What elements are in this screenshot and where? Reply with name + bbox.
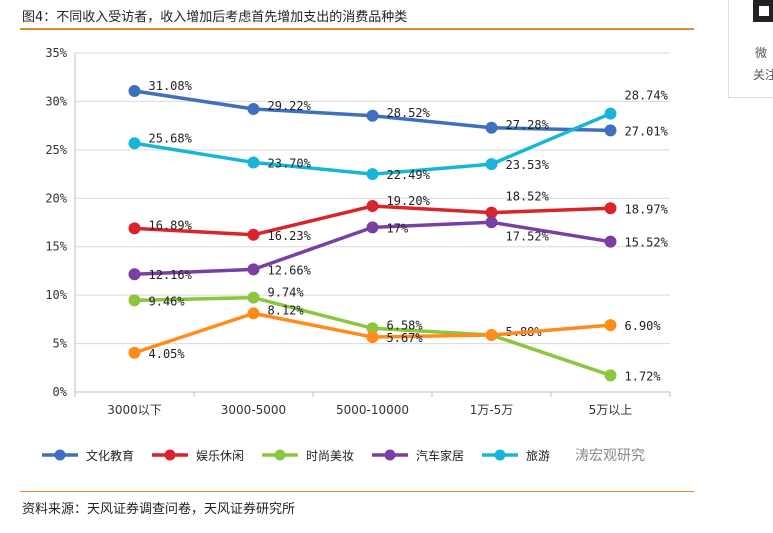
x-tick-label: 5万以上	[589, 403, 633, 417]
x-tick-label: 5000-10000	[336, 403, 409, 417]
data-label: 18.97%	[625, 202, 669, 216]
data-label: 28.52%	[387, 106, 431, 120]
x-tick-label: 3000-5000	[221, 403, 286, 417]
data-label: 12.16%	[149, 268, 193, 282]
data-label: 17.52%	[506, 229, 550, 243]
legend-label: 时尚美妆	[306, 449, 354, 463]
legend-label: 娱乐休闲	[196, 449, 244, 463]
data-point	[247, 307, 260, 320]
data-point	[604, 235, 617, 248]
data-label: 17%	[387, 221, 409, 235]
data-point	[604, 107, 617, 120]
data-label: 1.72%	[625, 369, 662, 383]
y-tick-label: 15%	[45, 240, 67, 254]
data-point	[366, 109, 379, 122]
data-label: 16.89%	[149, 218, 193, 232]
figure-title: 图4：不同收入受访者，收入增加后考虑首先增加支出的消费品种类	[22, 10, 408, 25]
data-label: 18.52%	[506, 190, 550, 204]
data-label: 22.49%	[387, 168, 431, 182]
data-label: 15.52%	[625, 236, 669, 250]
y-tick-label: 0%	[53, 385, 68, 399]
data-point	[128, 84, 141, 97]
data-point	[485, 216, 498, 229]
data-label: 5.67%	[387, 331, 424, 345]
top-rule	[20, 28, 694, 30]
data-point	[366, 221, 379, 234]
data-label: 4.05%	[149, 347, 186, 361]
data-point	[247, 156, 260, 169]
data-point	[128, 222, 141, 235]
data-point	[247, 263, 260, 276]
data-point	[604, 319, 617, 332]
legend-label: 文化教育	[86, 448, 134, 463]
data-label: 29.22%	[268, 99, 312, 113]
y-tick-label: 5%	[53, 337, 68, 351]
data-point	[128, 294, 141, 307]
legend-label: 汽车家居	[416, 448, 464, 463]
y-tick-label: 10%	[45, 288, 67, 302]
data-label: 9.74%	[268, 286, 305, 300]
data-label: 6.58%	[387, 318, 424, 332]
data-label: 31.08%	[149, 79, 193, 93]
y-tick-label: 35%	[45, 46, 67, 60]
data-label: 19.20%	[387, 194, 431, 208]
x-tick-label: 1万-5万	[470, 403, 514, 417]
data-label: 16.23%	[268, 229, 312, 243]
data-point	[366, 200, 379, 213]
legend-label: 旅游	[526, 449, 550, 463]
data-point	[604, 124, 617, 137]
data-label: 27.01%	[625, 124, 669, 138]
data-point	[485, 121, 498, 134]
x-tick-label: 3000以下	[107, 403, 162, 417]
data-point	[247, 291, 260, 304]
data-label: 23.53%	[506, 158, 550, 172]
data-point	[366, 168, 379, 181]
data-label: 28.74%	[625, 89, 669, 103]
legend-swatch-marker	[274, 449, 286, 461]
data-label: 23.70%	[268, 156, 312, 170]
data-point	[604, 202, 617, 215]
data-label: 27.28%	[506, 118, 550, 132]
qr-code-icon[interactable]	[753, 0, 773, 22]
data-label: 25.68%	[149, 131, 193, 145]
legend-swatch-marker	[494, 449, 506, 461]
data-point	[247, 228, 260, 241]
follow-text-2: 关注	[753, 68, 773, 82]
bottom-rule	[20, 491, 694, 492]
data-point	[128, 268, 141, 281]
y-tick-label: 30%	[45, 94, 67, 108]
y-tick-label: 20%	[45, 191, 67, 205]
data-point	[366, 331, 379, 344]
data-point	[485, 158, 498, 171]
data-point	[128, 137, 141, 150]
data-point	[128, 346, 141, 359]
legend-swatch-marker	[164, 449, 176, 461]
data-point	[604, 369, 617, 382]
follow-text-1: 微	[755, 46, 768, 60]
legend-swatch-marker	[54, 449, 66, 461]
data-label: 12.66%	[268, 263, 312, 277]
data-point	[485, 329, 498, 342]
data-label: 8.12%	[268, 303, 305, 317]
data-label: 6.90%	[625, 319, 662, 333]
y-tick-label: 25%	[45, 143, 67, 157]
follow-panel[interactable]: 微 关注	[728, 0, 773, 98]
source-note: 资料来源：天风证券调查问卷，天风证券研究所	[22, 502, 296, 517]
data-point	[247, 102, 260, 115]
legend-swatch-marker	[384, 449, 396, 461]
watermark-text: 涛宏观研究	[575, 448, 645, 464]
data-label: 9.46%	[149, 294, 186, 308]
